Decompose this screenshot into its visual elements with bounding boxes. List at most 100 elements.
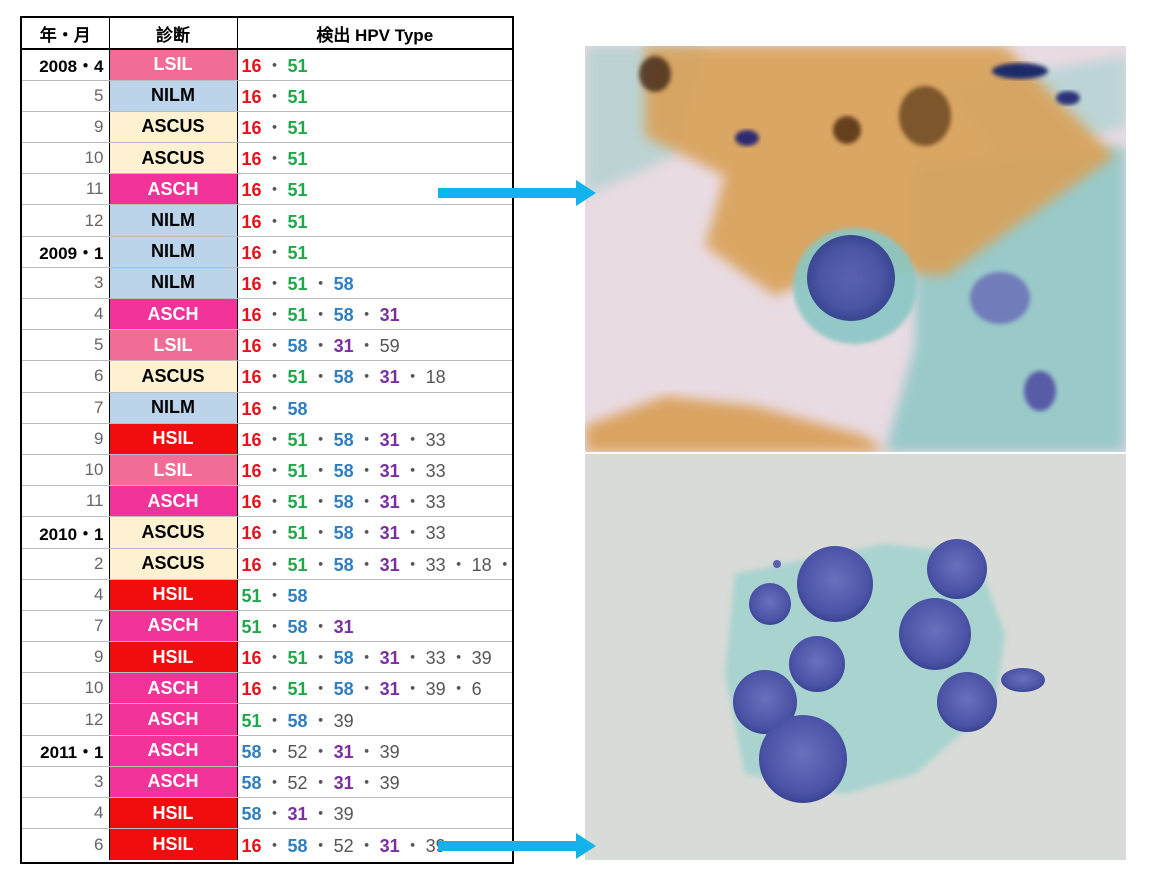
hpv-type-value: 31: [379, 554, 400, 575]
cytology-cluster-photo-icon: [585, 454, 1126, 860]
hpv-type-value: 51: [241, 585, 262, 606]
separator: ・: [357, 648, 376, 669]
hpv-type-value: 16: [241, 367, 262, 388]
table-row: 12 NILM 16 ・ 51: [22, 204, 512, 237]
separator: ・: [403, 835, 422, 856]
hpv-type-value: 33: [425, 429, 446, 450]
diagnosis-cell: NILM: [109, 392, 238, 424]
separator: ・: [495, 554, 512, 575]
hpv-type-cell: 58 ・ 52 ・ 31 ・ 39: [237, 766, 512, 799]
hpv-type-value: 33: [425, 648, 446, 669]
hpv-type-cell: 16 ・ 51: [237, 236, 512, 268]
hpv-type-cell: 16 ・ 51 ・ 58 ・ 31 ・ 33: [237, 485, 512, 518]
separator: ・: [265, 180, 284, 201]
separator: ・: [403, 492, 422, 513]
year-month-cell: 7: [22, 610, 110, 643]
hpv-type-value: 31: [379, 429, 400, 450]
table-row: 9 ASCUS 16 ・ 51: [22, 111, 512, 144]
hpv-type-value: 16: [241, 398, 262, 419]
hpv-type-value: 58: [333, 492, 354, 513]
year-month-cell: 4: [22, 579, 110, 611]
hpv-type-value: 51: [287, 679, 308, 700]
year-month-cell: 2009・1: [22, 236, 110, 268]
cytology-photo-icon: [585, 46, 1126, 452]
table-row: 4 HSIL 51 ・ 58: [22, 579, 512, 611]
hpv-type-value: 58: [241, 772, 262, 793]
hpv-type-value: 16: [241, 523, 262, 544]
hpv-history-table: 年・月 診断 検出 HPV Type 2008・4 LSIL 16 ・ 51 5 NILM 1…: [20, 16, 514, 864]
hpv-type-value: 58: [333, 367, 354, 388]
separator: ・: [403, 648, 422, 669]
separator: ・: [311, 429, 330, 450]
hpv-type-cell: 16 ・ 51: [237, 111, 512, 144]
separator: ・: [311, 741, 330, 762]
year-month-cell: 10: [22, 454, 110, 487]
diagnosis-cell: ASCUS: [109, 548, 238, 580]
separator: ・: [311, 772, 330, 793]
separator: ・: [357, 741, 376, 762]
separator: ・: [311, 523, 330, 544]
hpv-type-value: 31: [333, 616, 354, 637]
hpv-type-value: 52: [287, 741, 308, 762]
separator: ・: [403, 461, 422, 482]
separator: ・: [357, 554, 376, 575]
diagnosis-cell: LSIL: [109, 454, 238, 487]
hpv-type-cell: 51 ・ 58: [237, 579, 512, 611]
hpv-type-value: 51: [287, 492, 308, 513]
year-month-cell: 11: [22, 173, 110, 206]
year-month-cell: 11: [22, 485, 110, 518]
hpv-type-cell: 51 ・ 58 ・ 39: [237, 703, 512, 736]
hpv-type-value: 58: [287, 336, 308, 357]
hpv-type-cell: 16 ・ 51: [237, 142, 512, 175]
hpv-type-value: 39: [379, 772, 400, 793]
diagnosis-cell: HSIL: [109, 579, 238, 611]
separator: ・: [265, 367, 284, 388]
hpv-type-value: 39: [471, 648, 492, 669]
diagnosis-cell: ASCUS: [109, 111, 238, 144]
hpv-type-value: 16: [241, 55, 262, 76]
separator: ・: [311, 492, 330, 513]
separator: ・: [265, 772, 284, 793]
hpv-type-value: 31: [379, 305, 400, 326]
separator: ・: [265, 835, 284, 856]
hpv-type-value: 16: [241, 117, 262, 138]
separator: ・: [265, 55, 284, 76]
hpv-type-value: 51: [241, 616, 262, 637]
diagnosis-cell: ASCUS: [109, 142, 238, 175]
hpv-type-value: 58: [333, 429, 354, 450]
hpv-type-value: 51: [287, 55, 308, 76]
hpv-type-value: 51: [287, 554, 308, 575]
year-month-cell: 10: [22, 142, 110, 175]
diagnosis-cell: LSIL: [109, 49, 238, 81]
year-month-cell: 9: [22, 641, 110, 674]
hpv-type-value: 51: [287, 242, 308, 263]
hpv-type-value: 58: [241, 741, 262, 762]
year-month-cell: 2011・1: [22, 735, 110, 767]
table-row: 2009・1 NILM 16 ・ 51: [22, 236, 512, 268]
table-row: 7 ASCH 51 ・ 58 ・ 31: [22, 610, 512, 643]
separator: ・: [311, 305, 330, 326]
separator: ・: [357, 835, 376, 856]
hpv-type-value: 51: [287, 429, 308, 450]
separator: ・: [265, 117, 284, 138]
hpv-type-cell: 51 ・ 58 ・ 31: [237, 610, 512, 643]
hpv-type-value: 31: [379, 523, 400, 544]
hpv-type-cell: 58 ・ 31 ・ 39: [237, 797, 512, 830]
separator: ・: [265, 336, 284, 357]
hpv-type-value: 58: [333, 273, 354, 294]
diagnosis-cell: HSIL: [109, 641, 238, 674]
cytology-photo-top: [585, 46, 1126, 452]
hpv-type-value: 58: [333, 679, 354, 700]
diagnosis-cell: NILM: [109, 80, 238, 112]
diagnosis-cell: NILM: [109, 267, 238, 300]
separator: ・: [449, 554, 468, 575]
hpv-type-value: 58: [287, 616, 308, 637]
hpv-type-cell: 16 ・ 51 ・ 58: [237, 267, 512, 300]
table-row: 4 HSIL 58 ・ 31 ・ 39: [22, 797, 512, 830]
header-hpv-type: 検出 HPV Type: [237, 18, 512, 50]
hpv-type-value: 39: [333, 804, 354, 825]
hpv-type-value: 16: [241, 305, 262, 326]
year-month-cell: 6: [22, 828, 110, 860]
hpv-type-value: 31: [379, 492, 400, 513]
hpv-type-value: 31: [287, 804, 308, 825]
